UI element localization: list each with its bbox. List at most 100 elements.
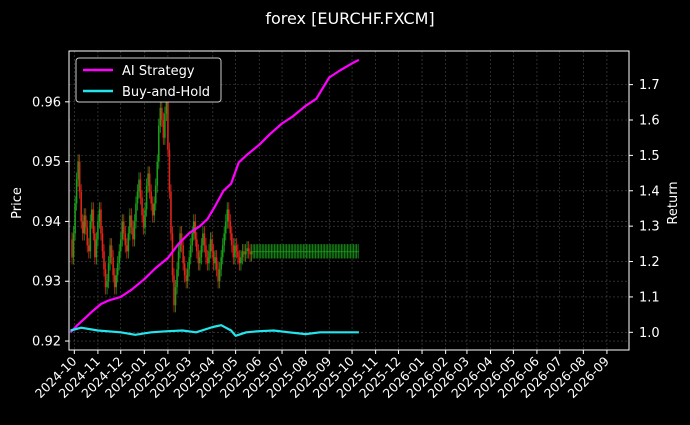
candle-body [151,203,154,216]
candle-body [182,245,184,264]
candle-body [98,209,101,222]
candle-body [331,251,334,253]
candle-body [252,251,254,253]
candle-body [259,251,262,253]
candle-body [84,215,87,228]
candle-body [238,257,241,264]
candle-body [311,251,314,253]
candle-body [275,251,277,253]
candle-body [235,245,238,252]
left-axis-tick-label: 0.93 [32,275,61,290]
candle-body [127,233,130,252]
candle-body [132,227,134,240]
candle-body [202,233,204,246]
candle-body [325,251,327,253]
candle-body [354,251,356,253]
candle-body [107,263,110,282]
right-axis-tick-label: 1.5 [639,149,660,164]
candle-body [145,185,148,210]
candle-body [250,251,253,255]
candle-body [126,245,128,252]
candle-body [316,251,318,253]
candle-body [113,275,116,288]
candle-body [100,209,102,234]
candle-body [302,251,305,253]
candle-body [234,245,236,258]
candle-body [240,257,242,264]
candle-body [288,251,291,253]
candle-body [135,203,137,222]
candle-body [200,245,203,258]
series-line-ai-strategy [69,58,360,334]
candle-body [197,251,200,264]
candle-body [101,233,104,252]
candle-body [157,125,160,162]
candle-body [229,221,232,234]
candle-body [340,251,343,253]
right-axis-tick-label: 1.1 [639,290,660,305]
candle-body [308,251,311,253]
candle-body [329,251,332,253]
candle-body [71,239,73,258]
candle-body [304,251,306,253]
candle-body [262,251,265,253]
candle-body [208,251,210,264]
left-axis-tick-label: 0.96 [32,95,61,110]
candle-body [278,251,280,253]
candle-body [226,209,229,222]
candle-body [352,251,355,253]
candle-body [209,239,212,252]
candle-body [205,245,207,258]
legend-label-ai-strategy: AI Strategy [122,64,195,79]
plot-frame [68,50,630,351]
candle-body [92,209,95,234]
candle-body [196,239,198,252]
candle-body [78,161,81,192]
candle-body [192,221,195,234]
candle-body [221,245,224,258]
candle-body [247,248,250,252]
candle-body [168,149,171,192]
right-axis-tick-label: 1.4 [639,184,660,199]
candle-body [241,251,244,258]
candle-body [129,215,131,234]
candle-body [220,257,222,270]
candle-body [212,251,215,264]
candle-body [164,113,166,138]
right-axis-tick-label: 1.7 [639,78,660,93]
candle-body [115,275,117,288]
left-axis-tick-label: 0.92 [32,335,61,350]
candle-body [188,257,191,270]
candle-body [167,101,169,150]
candle-body [307,251,309,253]
candle-body [281,251,283,253]
candle-body [87,245,90,252]
candle-body [218,269,221,282]
candle-body [189,245,192,258]
candle-body [112,257,114,276]
candle-body [118,251,121,264]
candle-body [150,191,152,204]
candle-body [161,107,163,120]
candle-body [214,257,216,264]
candle-body [133,221,136,240]
candle-body [301,251,303,253]
candle-body [284,251,286,253]
candle-body [130,215,133,228]
candle-body [349,251,352,253]
candle-body [86,227,89,246]
right-axis-tick-label: 1.0 [639,326,660,341]
candle-body [339,251,341,253]
candle-body [72,233,75,258]
candle-body [334,251,337,253]
candle-body [217,269,219,282]
candle-body [246,248,248,252]
candle-body [253,251,256,253]
candle-body [77,161,79,180]
candle-body [211,239,213,252]
candle-body [282,251,285,253]
candle-body [351,251,353,253]
candle-body [122,221,125,234]
candle-body [136,191,139,204]
